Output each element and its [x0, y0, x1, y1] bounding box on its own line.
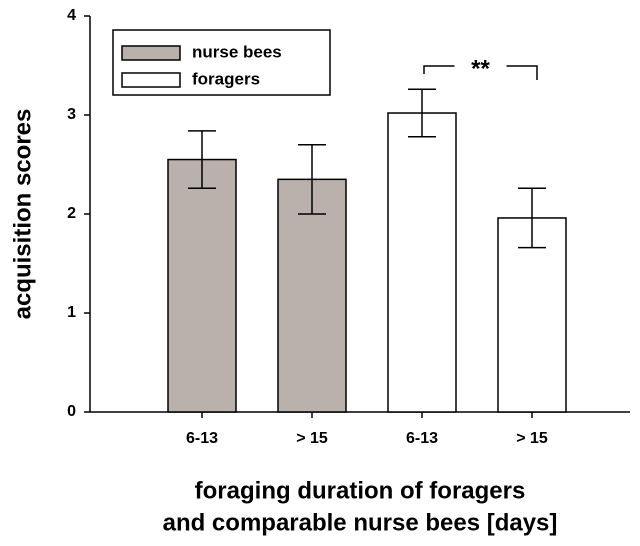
legend-label: nurse bees — [192, 42, 282, 61]
bar — [387, 112, 457, 413]
legend-swatch — [121, 72, 181, 88]
bar — [167, 158, 237, 413]
y-tick-label: 0 — [67, 403, 76, 420]
y-axis-label: acquisition scores — [9, 109, 36, 320]
significance-bracket — [423, 65, 538, 80]
y-tick-label: 3 — [67, 106, 76, 123]
bar — [277, 178, 347, 413]
legend-swatch — [121, 45, 181, 61]
y-tick-label: 4 — [67, 7, 76, 24]
significance-label: ** — [471, 55, 490, 82]
x-tick-label: 6-13 — [186, 430, 218, 447]
x-tick-label: > 15 — [516, 430, 548, 447]
x-tick-label: 6-13 — [406, 430, 438, 447]
x-tick-label: > 15 — [296, 430, 328, 447]
y-tick-label: 1 — [67, 304, 76, 321]
x-axis-label: foraging duration of foragers — [195, 477, 526, 504]
legend-label: foragers — [192, 69, 260, 88]
bar — [497, 217, 567, 413]
x-axis-label: and comparable nurse bees [days] — [163, 509, 558, 536]
y-tick-label: 2 — [67, 205, 76, 222]
